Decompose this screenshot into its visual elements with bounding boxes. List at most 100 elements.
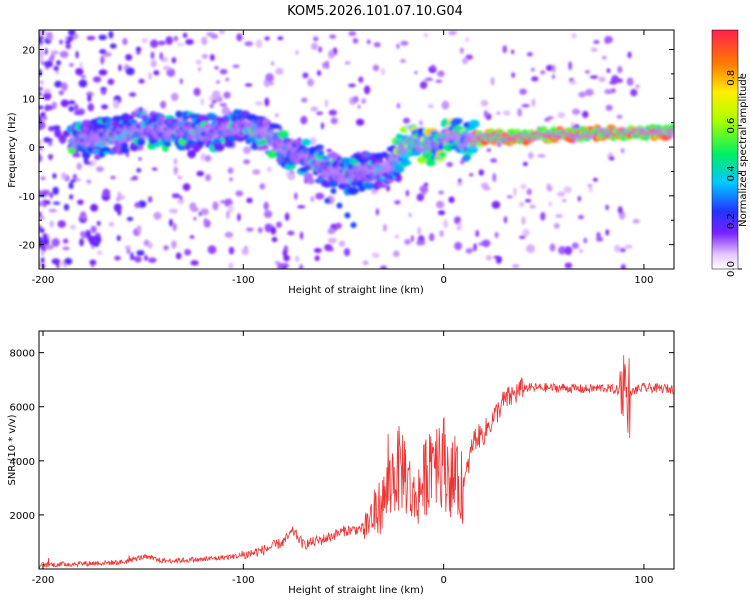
heatmap-noise-blob xyxy=(271,61,275,66)
heatmap-noise-blob xyxy=(39,91,42,97)
colorbar-tick-label: 0.8 xyxy=(726,70,737,86)
heatmap-noise-blob xyxy=(128,92,137,97)
heatmap-noise-blob xyxy=(502,110,511,116)
heatmap-ridge-blob xyxy=(164,142,171,148)
heatmap-noise-blob xyxy=(46,138,53,142)
heatmap-ridge-blob xyxy=(119,147,130,154)
snr-ylabel: SNR (10 * v/v) xyxy=(7,414,18,485)
heatmap-noise-blob xyxy=(90,225,97,234)
heatmap-noise-blob xyxy=(277,36,284,41)
heatmap-noise-blob xyxy=(209,103,214,109)
heatmap-noise-blob xyxy=(45,244,54,250)
heatmap-noise-blob xyxy=(518,201,525,208)
heatmap-noise-blob xyxy=(363,85,371,95)
heatmap-noise-blob xyxy=(614,244,621,253)
heatmap-noise-blob xyxy=(39,30,43,37)
heatmap-noise-blob xyxy=(590,47,598,52)
heatmap-noise-blob xyxy=(243,159,251,165)
heatmap-noise-blob xyxy=(602,55,607,60)
heatmap-noise-blob xyxy=(138,78,145,84)
heatmap-noise-blob xyxy=(214,66,219,70)
spectrogram-xtick-label: 0 xyxy=(440,275,446,286)
heatmap-noise-blob xyxy=(324,99,328,108)
heatmap-ridge-blob xyxy=(196,139,205,147)
heatmap-noise-blob xyxy=(159,52,163,61)
heatmap-noise-blob xyxy=(405,189,410,197)
heatmap-noise-blob xyxy=(555,214,563,218)
heatmap-noise-blob xyxy=(282,266,287,269)
heatmap-noise-blob xyxy=(158,40,166,46)
heatmap-noise-blob xyxy=(313,248,322,253)
heatmap-ridge-blob xyxy=(402,159,411,166)
heatmap-noise-blob xyxy=(87,93,92,103)
heatmap-noise-blob xyxy=(556,191,566,197)
heatmap-noise-blob xyxy=(592,177,598,182)
heatmap-noise-blob xyxy=(39,105,44,110)
heatmap-noise-blob xyxy=(265,73,274,83)
heatmap-noise-blob xyxy=(465,54,473,60)
heatmap-noise-blob xyxy=(490,158,498,163)
heatmap-noise-blob xyxy=(201,54,209,59)
colorbar-label: Normalized spectral amplitude xyxy=(738,73,749,227)
heatmap-noise-blob xyxy=(328,49,335,59)
heatmap-noise-blob xyxy=(63,203,70,211)
heatmap-noise-blob xyxy=(68,30,76,36)
heatmap-noise-blob xyxy=(460,47,464,54)
heatmap-noise-blob xyxy=(620,148,625,154)
heatmap-noise-blob xyxy=(89,259,97,266)
heatmap-noise-blob xyxy=(70,224,76,230)
heatmap-noise-blob xyxy=(315,192,325,200)
heatmap-noise-blob xyxy=(58,90,64,96)
heatmap-noise-blob xyxy=(394,200,401,205)
heatmap-noise-blob xyxy=(513,187,517,196)
heatmap-noise-blob xyxy=(494,232,499,238)
heatmap-noise-blob xyxy=(605,104,613,111)
heatmap-noise-blob xyxy=(609,80,618,85)
heatmap-noise-blob xyxy=(68,105,74,112)
heatmap-ridge-blob xyxy=(206,113,218,119)
heatmap-noise-blob xyxy=(446,162,453,167)
heatmap-noise-blob xyxy=(136,250,145,256)
heatmap-noise-blob xyxy=(64,257,73,265)
heatmap-ridge-blob xyxy=(136,137,146,146)
heatmap-noise-blob xyxy=(254,101,264,106)
heatmap-noise-blob xyxy=(125,67,135,76)
heatmap-noise-blob xyxy=(224,231,234,238)
heatmap-noise-blob xyxy=(530,67,535,72)
heatmap-noise-blob xyxy=(295,256,299,262)
heatmap-noise-blob xyxy=(486,148,492,152)
heatmap-noise-blob xyxy=(416,240,426,246)
heatmap-noise-blob xyxy=(588,185,593,193)
heatmap-noise-blob xyxy=(259,183,266,190)
heatmap-noise-blob xyxy=(572,108,581,115)
heatmap-noise-blob xyxy=(578,249,583,253)
heatmap-noise-blob xyxy=(179,78,183,85)
heatmap-noise-blob xyxy=(348,31,357,37)
heatmap-noise-blob xyxy=(108,222,115,227)
heatmap-noise-blob xyxy=(44,60,53,68)
heatmap-noise-blob xyxy=(396,43,400,50)
heatmap-noise-blob xyxy=(153,70,160,76)
heatmap-noise-blob xyxy=(553,223,560,229)
heatmap-noise-blob xyxy=(39,68,42,77)
heatmap-noise-blob xyxy=(414,71,418,75)
heatmap-noise-blob xyxy=(171,193,181,199)
heatmap-ridge-blob xyxy=(175,110,183,119)
heatmap-noise-blob xyxy=(570,122,575,127)
heatmap-noise-blob xyxy=(604,36,609,45)
heatmap-ridge-blob xyxy=(363,182,375,190)
heatmap-noise-blob xyxy=(459,159,465,165)
heatmap-noise-blob xyxy=(540,70,546,75)
heatmap-noise-blob xyxy=(144,255,148,261)
heatmap-noise-blob xyxy=(215,80,221,84)
heatmap-noise-blob xyxy=(228,262,234,269)
heatmap-noise-blob xyxy=(404,239,411,245)
heatmap-noise-blob xyxy=(96,220,101,226)
heatmap-noise-blob xyxy=(322,61,329,69)
heatmap-noise-blob xyxy=(153,211,162,220)
heatmap-noise-blob xyxy=(60,99,70,108)
heatmap-noise-blob xyxy=(571,33,577,39)
heatmap-noise-blob xyxy=(219,103,228,107)
heatmap-noise-blob xyxy=(207,245,217,255)
heatmap-noise-blob xyxy=(448,196,455,204)
